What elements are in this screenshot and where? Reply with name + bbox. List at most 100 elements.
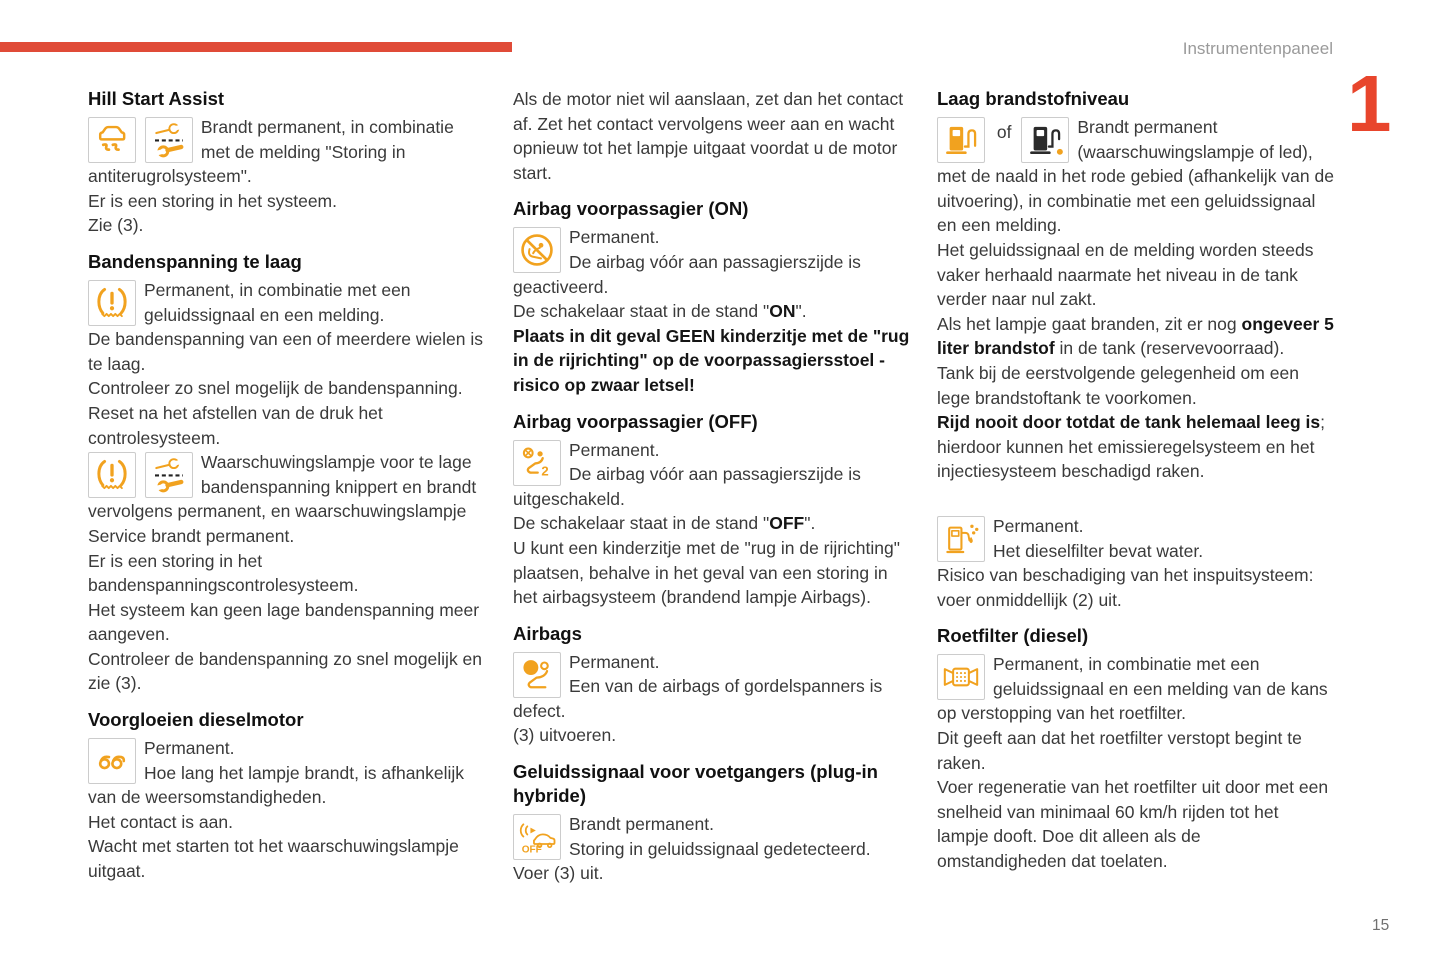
airbag-icon <box>513 651 561 698</box>
hill-start-assist-icon <box>88 117 136 163</box>
body-paragraph: U kunt een kinderzitje met de "rug in de… <box>513 537 900 608</box>
paragraph-lead: Brandt permanent. <box>569 814 714 835</box>
low-fuel-icon <box>937 117 985 163</box>
warning-lamp-icons <box>513 814 561 861</box>
body-paragraph: Wacht met starten tot het waarschuwingsl… <box>88 836 459 882</box>
warning-lamp-icons <box>513 651 561 698</box>
body-paragraph: De schakelaar staat in de stand "OFF". <box>513 511 910 536</box>
body-paragraph: Als de motor niet wil aanslaan, zet dan … <box>513 89 904 183</box>
paragraph-text: Een van de airbags of gordelspanners is … <box>513 676 883 721</box>
warning-lamp-icons <box>88 738 136 785</box>
text-segment: ; hierdoor kunnen het emissieregelsystee… <box>937 412 1325 482</box>
pedestrian-sound-off-icon <box>513 814 561 861</box>
chapter-number: 1 <box>1347 59 1392 148</box>
page-number: 15 <box>1372 917 1390 934</box>
icon-paragraph: Permanent. Het dieselfilter bevat water. <box>937 514 1334 563</box>
icon-paragraph: Permanent, in combinatie met een geluids… <box>937 652 1334 726</box>
paragraph-text: Permanent, in combinatie met een geluids… <box>144 279 411 325</box>
body-paragraph: De bandenspanning van een of meerdere wi… <box>88 329 483 374</box>
icon-paragraph: Permanent. Een van de airbags of gordels… <box>513 650 910 724</box>
body-paragraph: Er is een storing in het bandenspannings… <box>88 550 359 596</box>
paragraph-text: Brandt permanent, in combinatie met de m… <box>88 117 454 187</box>
tyre-pressure-icon <box>88 452 136 499</box>
icon-paragraph: Waarschuwingslampje voor te lage bandens… <box>88 450 485 548</box>
section-heading: Airbag voorpassagier (ON) <box>513 198 749 220</box>
body-paragraph: Het contact is aan. <box>88 811 233 832</box>
section-heading: Bandenspanning te laag <box>88 250 302 272</box>
diesel-filter-water-icon <box>937 515 985 562</box>
airbag-passenger-on-icon <box>513 227 561 274</box>
paragraph-text: Brandt permanent (waarschuwingslampje of… <box>937 117 1334 236</box>
icon-paragraph: Permanent. Hoe lang het lampje brandt, i… <box>88 736 485 810</box>
icon-paragraph: of Brandt permanent (waarschuwingslampje… <box>937 115 1334 238</box>
glow-plug-icon <box>88 738 136 785</box>
paragraph-lead: Permanent. <box>569 439 660 460</box>
paragraph-text: Het dieselfilter bevat water. <box>993 540 1204 561</box>
tyre-pressure-icon <box>88 279 136 326</box>
warning-lamp-icons <box>937 515 985 562</box>
paragraph-lead: Permanent. <box>144 738 235 759</box>
body-paragraph: Als het lampje gaat branden, zit er nog … <box>937 312 1334 361</box>
body-paragraph: Rijd nooit door totdat de tank helemaal … <box>937 410 1334 484</box>
section-heading: Laag brandstofniveau <box>937 88 1130 109</box>
warning-lamp-icons <box>88 452 193 499</box>
icon-paragraph: Brandt permanent. Storing in geluidssign… <box>513 812 910 861</box>
body-paragraph: Tank bij de eerstvolgende gelegenheid om… <box>937 362 1299 408</box>
text-segment: in de tank (reservevoorraad). <box>1054 338 1285 359</box>
paragraph-text: Permanent, in combinatie met een geluids… <box>937 654 1328 724</box>
service-icon <box>144 452 193 499</box>
warning-lamp-icons: of <box>937 117 1070 163</box>
paragraph-text: Waarschuwingslampje voor te lage bandens… <box>88 452 477 546</box>
section-heading: Hill Start Assist <box>88 88 225 109</box>
body-paragraph: Het geluidssignaal en de melding worden … <box>937 239 1314 310</box>
body-paragraph: Zie (3). <box>88 215 144 236</box>
paragraph-text: Hoe lang het lampje brandt, is afhankeli… <box>88 762 465 808</box>
paragraph-text: De airbag vóór aan passagierszijde is ge… <box>513 251 861 297</box>
body-paragraph: Het systeem kan geen lage bandenspanning… <box>88 599 480 645</box>
text-segment: ". <box>804 513 816 534</box>
section-heading: Airbags <box>513 622 582 644</box>
body-paragraph: Er is een storing in het systeem. <box>88 190 337 211</box>
body-paragraph: Controleer de bandenspanning zo snel mog… <box>88 648 483 694</box>
particulate-filter-icon <box>937 654 985 701</box>
icon-paragraph: Permanent. De airbag vóór aan passagiers… <box>513 225 910 299</box>
body-paragraph: Voer regeneratie van het roetfilter uit … <box>937 777 1329 872</box>
section-heading: Airbag voorpassagier (OFF) <box>513 410 758 432</box>
section-heading: Roetfilter (diesel) <box>937 625 1089 647</box>
chapter-accent-bar <box>0 42 512 52</box>
text-segment: Rijd nooit door totdat de tank helemaal … <box>937 412 1321 433</box>
section-heading: Geluidssignaal voor voetgangers (plug-in… <box>513 761 878 807</box>
icon-paragraph: Brandt permanent, in combinatie met de m… <box>88 115 485 189</box>
text-segment: ". <box>795 301 807 322</box>
low-fuel-led-icon <box>1021 117 1070 163</box>
airbag-passenger-off-icon <box>513 439 561 486</box>
column-2: Als de motor niet wil aanslaan, zet dan … <box>513 87 910 886</box>
paragraph-text: Storing in geluidssignaal gedetecteerd. <box>569 838 871 859</box>
paragraph-lead: Permanent. <box>993 515 1084 536</box>
column-1: Hill Start Assist Brandt permanent, in c… <box>88 87 485 884</box>
warning-lamp-icons <box>937 654 985 701</box>
text-segment: ON <box>769 301 796 322</box>
paragraph-text: De airbag vóór aan passagierszijde is ui… <box>513 464 861 509</box>
icon-separator: of <box>996 122 1012 142</box>
warning-lamp-icons <box>513 439 561 486</box>
icon-paragraph: Permanent. De airbag vóór aan passagiers… <box>513 438 910 512</box>
body-paragraph: Voer (3) uit. <box>513 863 604 884</box>
section-heading: Voorgloeien dieselmotor <box>88 709 304 731</box>
page-header: Instrumentenpaneel <box>1182 39 1333 58</box>
body-paragraph: Risico van beschadiging van het inspuits… <box>937 565 1314 610</box>
warning-lamp-icons <box>88 279 136 326</box>
warning-paragraph: Plaats in dit geval GEEN kinderzitje met… <box>513 325 910 395</box>
warning-lamp-icons <box>513 227 561 274</box>
text-segment: OFF <box>769 513 805 534</box>
body-paragraph: Reset na het afstellen van de druk het c… <box>88 402 383 448</box>
body-paragraph: Dit geeft aan dat het roetfilter verstop… <box>937 728 1302 773</box>
paragraph-lead: Permanent. <box>569 651 660 672</box>
body-paragraph: Controleer zo snel mogelijk de bandenspa… <box>88 378 463 399</box>
text-segment: ongeveer 5 liter brandstof <box>937 313 1334 359</box>
body-paragraph: De schakelaar staat in de stand "ON". <box>513 299 910 324</box>
column-3: Laag brandstofniveau of Brandt permanent… <box>937 87 1334 874</box>
warning-lamp-icons <box>88 117 193 163</box>
text-segment: Als het lampje gaat branden, zit er nog <box>937 313 1242 334</box>
